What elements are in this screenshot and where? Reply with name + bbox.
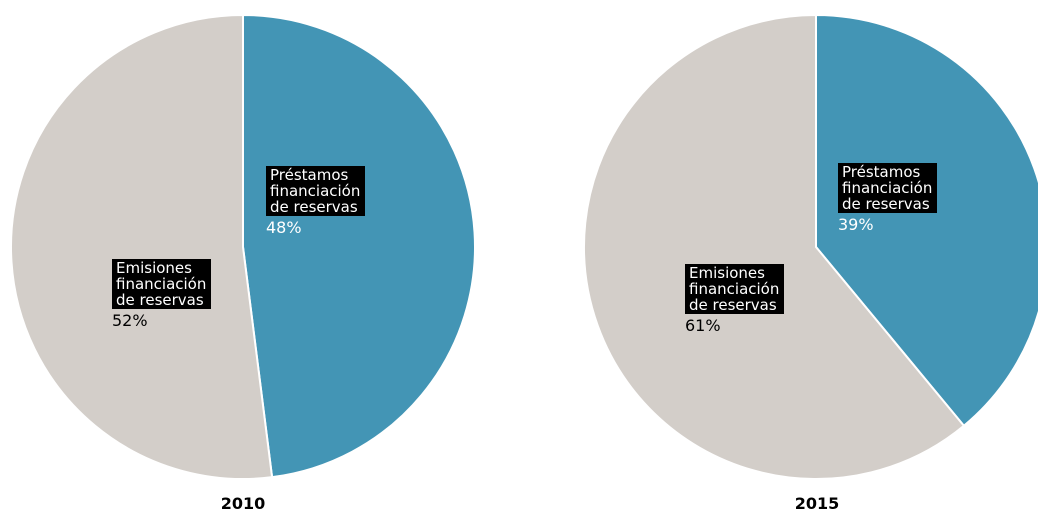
year-label-2015: 2015 xyxy=(794,494,840,513)
pie-svg-2010 xyxy=(10,13,476,480)
slice-prestamos-2010 xyxy=(242,13,476,479)
label-emisiones-2015: Emisiones financiación de reservas 61% xyxy=(685,264,785,335)
year-label-2010: 2010 xyxy=(220,494,266,513)
slice-emisiones-2015 xyxy=(583,13,966,480)
label-emisiones-2010: Emisiones financiación de reservas 52% xyxy=(112,259,212,330)
pie-chart-2010: Préstamos financiación de reservas 48% E… xyxy=(10,13,476,513)
slice-label-emisiones-2015: Emisiones financiación de reservas xyxy=(685,264,785,314)
slice-prestamos-2015 xyxy=(815,13,1038,428)
slice-value-emisiones-2015: 61% xyxy=(685,316,721,335)
slice-value-prestamos-2015: 39% xyxy=(838,215,874,234)
slice-label-prestamos-2015: Préstamos financiación de reservas xyxy=(838,163,938,213)
slice-label-emisiones-2010: Emisiones financiación de reservas xyxy=(112,259,212,309)
slice-value-prestamos-2010: 48% xyxy=(266,218,302,237)
label-prestamos-2015: Préstamos financiación de reservas 39% xyxy=(838,163,938,234)
slice-value-emisiones-2010: 52% xyxy=(112,311,148,330)
label-prestamos-2010: Préstamos financiación de reservas 48% xyxy=(266,166,366,237)
pie-svg-2015 xyxy=(583,13,1038,480)
pie-chart-2015: Préstamos financiación de reservas 39% E… xyxy=(520,0,1038,519)
slice-emisiones-2010 xyxy=(10,13,274,480)
slice-label-prestamos-2010: Préstamos financiación de reservas xyxy=(266,166,366,216)
